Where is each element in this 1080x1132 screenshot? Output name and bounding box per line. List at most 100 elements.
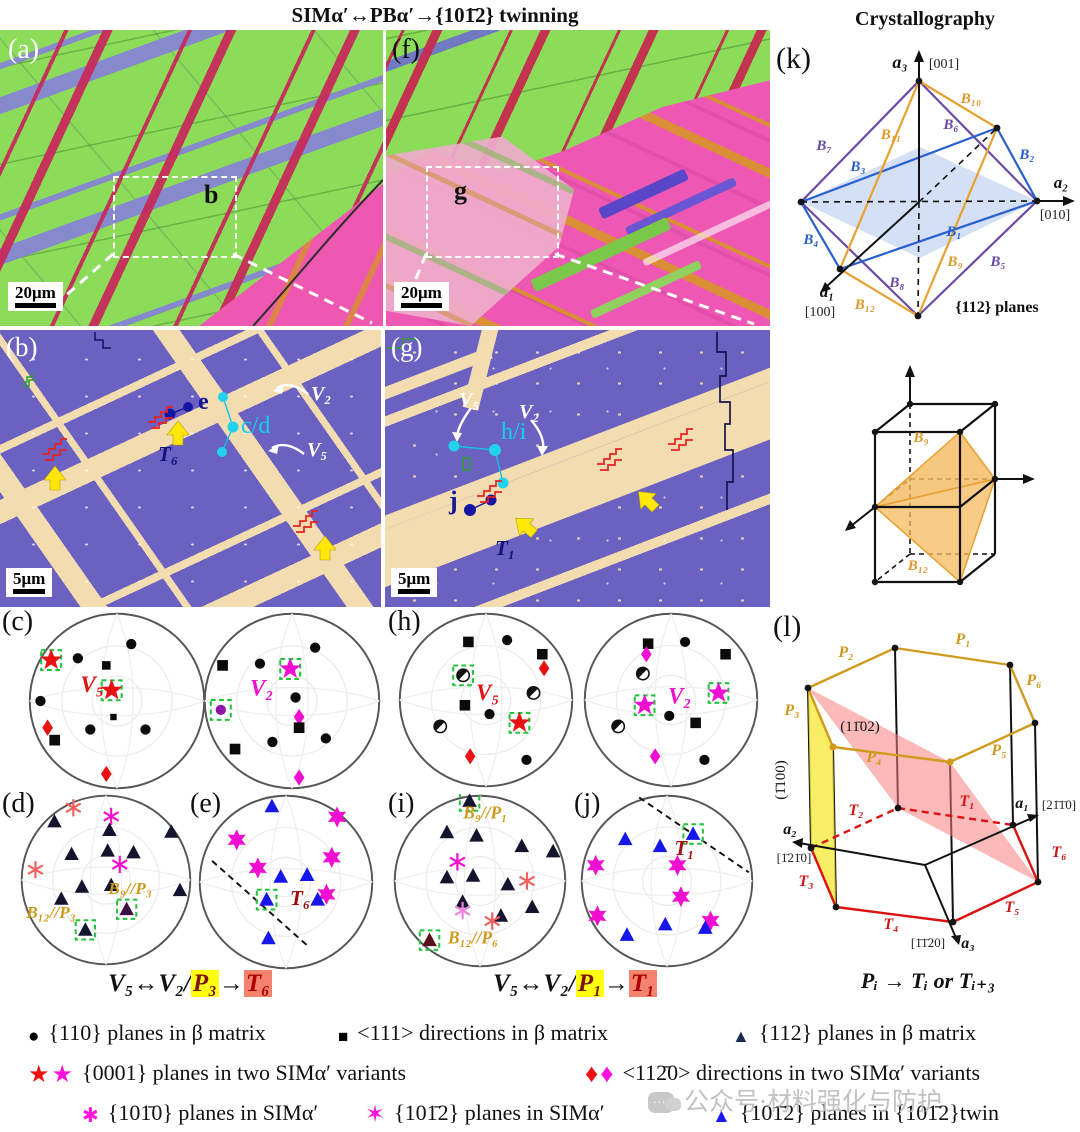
annotation-variant-v2: V₂ [519, 401, 540, 423]
pf-marker-tri [74, 879, 90, 893]
diagram-label: [1̄21̄0] [777, 850, 812, 865]
pf-marker-tri [264, 798, 280, 813]
diagram-label: [21̄1̄0] [1042, 797, 1076, 812]
pf-marker-diam [100, 765, 112, 783]
pole-figure-i: B₉//P₁ B₁₂//P₆ [393, 794, 567, 968]
annotation-point-cd: c/d [241, 413, 271, 439]
diagram-label: P₁ [954, 631, 970, 648]
pf-marker-dot [254, 658, 266, 669]
navy-boundary-mark [94, 332, 111, 349]
pf-marker-ast [454, 901, 471, 920]
axis-a1 [825, 201, 920, 288]
caption-left-twin: T₆ [243, 970, 272, 997]
pf-marker-sq [537, 648, 548, 660]
pf-marker-sq [110, 713, 117, 721]
pf-marker-dot [320, 733, 331, 744]
legend-item-111-directions: ■ <111> directions in β matrix [338, 1020, 608, 1046]
hexagonal-cell-diagram: P₂ P₁ P₆ P₃ (11̄02) P₄ P₅ (1̄100) T₂ T₁ a₁ [21̄1̄0]… [773, 631, 1076, 993]
caption-right: V₅↔V₂/P₁→T₁ [410, 970, 740, 998]
pf-marker-star [707, 681, 730, 704]
navy-grain-boundary [716, 332, 734, 510]
diagram-label: a₂ [1054, 173, 1069, 192]
diagram-label: T₅ [1004, 899, 1019, 916]
pf-marker-tri [617, 831, 633, 846]
pf-marker-dot [209, 698, 232, 721]
green-boundary-mark [462, 457, 471, 471]
diagram-label: T₄ [883, 916, 898, 933]
yellow-arrow [43, 465, 67, 491]
diagram-label: B₈ [888, 275, 904, 291]
pf-marker-tri [103, 877, 119, 892]
legend-item-110-planes: ● {110} planes in β matrix [28, 1020, 266, 1047]
annotation-panel-letter-g: (g) [391, 332, 423, 362]
ebsd-map-b: (b) e c/d V₂ V₅ T₆ 5μm [0, 330, 381, 607]
cubic-cell-b9-b12-diagram: B₉ B₁₂ [845, 365, 1035, 586]
inset-label-g: g [454, 176, 467, 205]
panel-letter-e: (e) [190, 788, 222, 819]
diagram-label: a₃ [961, 935, 975, 952]
p-edges [806, 646, 1037, 764]
diagram-label: a₁ [820, 282, 834, 301]
black-circle-icon: ● [28, 1026, 40, 1047]
red-zigzag [477, 428, 693, 503]
caption-right-plane: P₁ [575, 970, 604, 997]
pf-marker-diam [293, 769, 305, 786]
pf-marker-tri [657, 916, 673, 931]
pf-label: B₉//P₃ [107, 879, 152, 898]
diagram-label: B₁ [945, 224, 961, 240]
pole-figure-svg-c1: V₅ [28, 612, 206, 790]
pf-marker-sq [102, 661, 111, 670]
magenta-six-point-star-icon: ✶ [365, 1102, 386, 1128]
yellow-arrow [166, 420, 190, 446]
point-marker-hi [489, 444, 501, 456]
pf-marker-tri [261, 930, 276, 945]
diagram-label: B₅ [989, 254, 1005, 270]
diagram-label: B₄ [802, 232, 818, 248]
pf-marker-dot [85, 724, 96, 735]
yellow-arrow [515, 517, 538, 538]
pole-figure-c-v2: V₂ [203, 612, 381, 790]
panel-b-annotations: (b) e c/d V₂ V₅ T₆ [0, 330, 381, 607]
inset-box-b [113, 176, 237, 258]
legend-item-112-planes: ▲ {112} planes in β matrix [732, 1020, 977, 1046]
annotation-point-e: e [198, 389, 209, 415]
lattice-points [804, 644, 1042, 926]
caption-right-twin: T₁ [628, 970, 657, 997]
plane-1100 [808, 688, 836, 907]
annotation-variant-v5: V₅ [307, 439, 328, 461]
pf-marker-tri [418, 929, 441, 951]
panel-letter-i: (i) [388, 788, 415, 819]
diagram-label: P₂ [837, 644, 853, 661]
ebsd-map-g: (g) V₅ V₂ h/i j T₁ 5μm [385, 330, 770, 607]
pf-marker-tri [439, 869, 455, 884]
pf-marker-tri [652, 838, 668, 853]
title-right: Crystallography [855, 8, 995, 30]
caption-left-head: V₅↔V₂/ [108, 970, 191, 997]
pf-marker-star [633, 694, 656, 717]
arrow-v2 [276, 383, 309, 395]
diagram-label: a₃ [892, 52, 907, 72]
magenta-diamond-icon: ♦ [600, 1059, 614, 1088]
diagram-label: B₉ [946, 254, 962, 270]
pf-marker-tri [273, 868, 289, 883]
panel-g-overlay [387, 332, 734, 538]
legend-item-1012-planes-twin: ▲ {101̄2} planes in {101̄2}twin [712, 1100, 999, 1127]
ebsd-map-a: b 20μm [0, 30, 383, 326]
diagram-label: T₃ [798, 873, 813, 890]
pf-marker-tri [514, 838, 530, 853]
pf-marker-tri [455, 894, 470, 908]
diagram-label: a₁ [1015, 795, 1029, 812]
pf-marker-tri [458, 794, 481, 812]
pf-label: T₆ [290, 886, 310, 910]
pf-label: V₅ [476, 680, 499, 705]
diagram-label: P₅ [990, 742, 1006, 759]
pf-label: T₁ [674, 836, 694, 860]
green-dashed-box [209, 698, 232, 721]
caption-left: V₅↔V₂/P₃→T₆ [25, 970, 355, 998]
pf-marker-tri [697, 920, 713, 934]
annotation-variant-v2: V₂ [311, 383, 332, 405]
pf-label: V₂ [250, 676, 274, 702]
diagram-label: B₃ [849, 159, 865, 175]
pf-label: B₉//P₁ [462, 802, 507, 822]
